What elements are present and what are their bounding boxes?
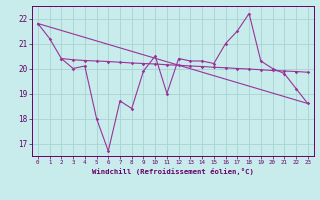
X-axis label: Windchill (Refroidissement éolien,°C): Windchill (Refroidissement éolien,°C) [92,168,254,175]
